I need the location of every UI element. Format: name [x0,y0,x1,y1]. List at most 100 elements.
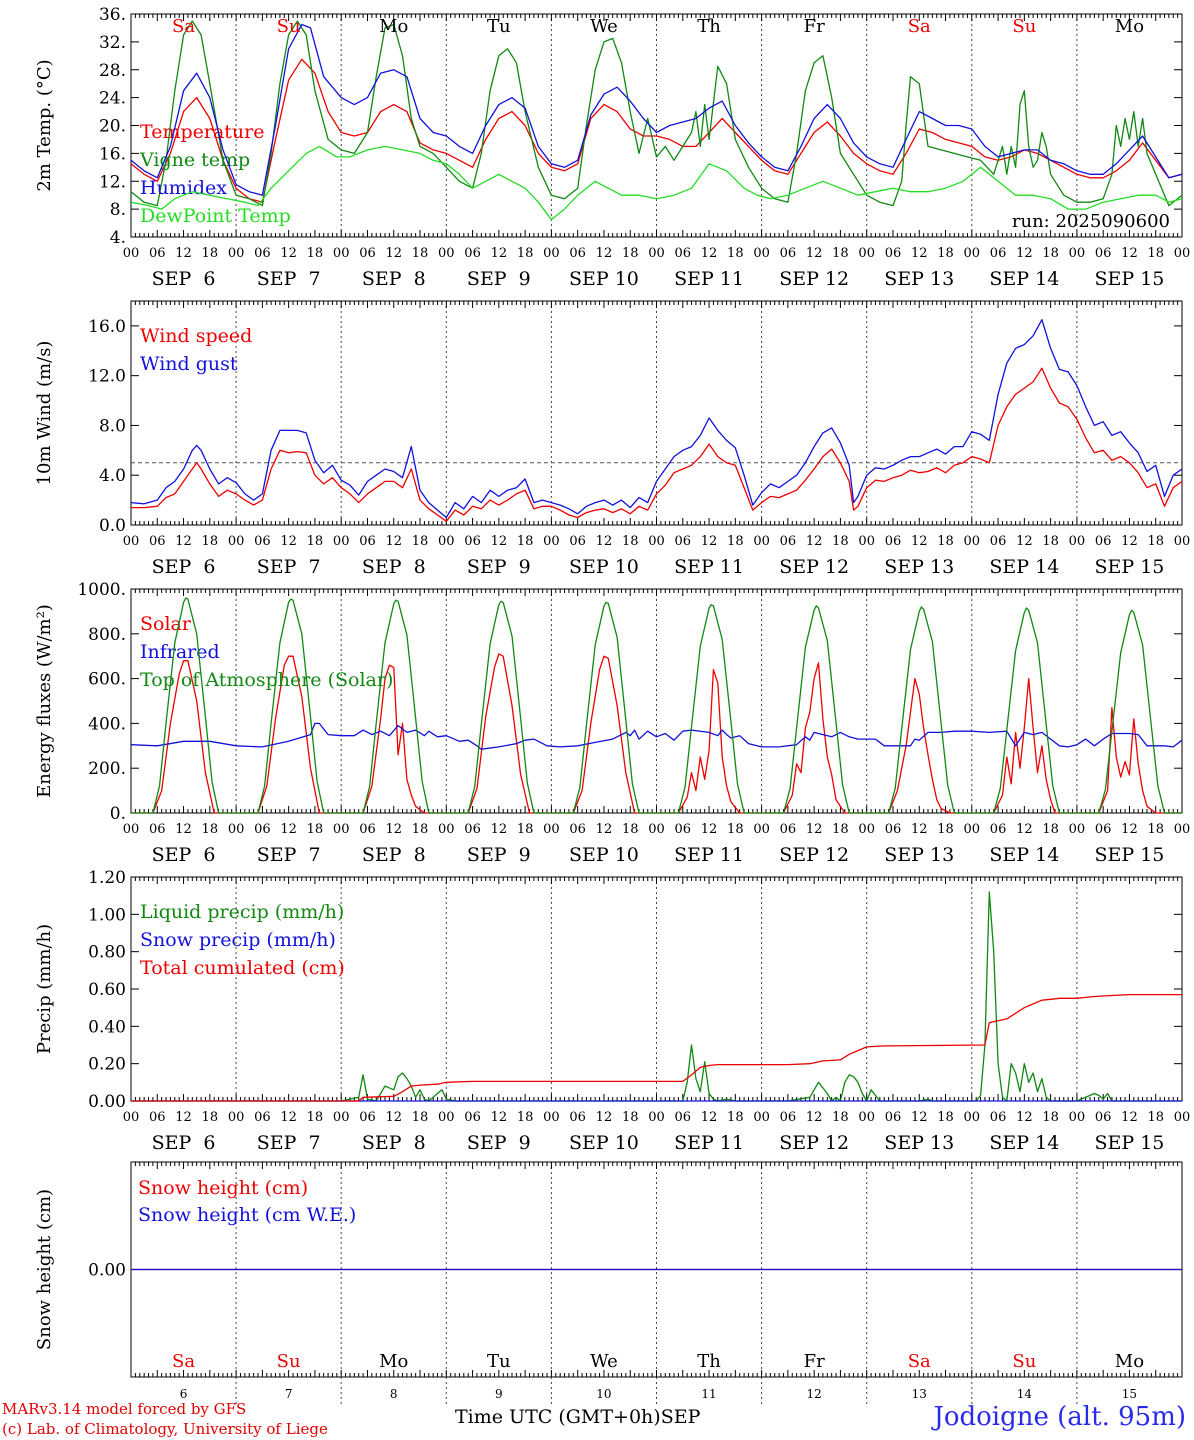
y-tick-label: 16. [99,144,126,164]
day-number: 13 [912,1387,927,1401]
hour-label: 12 [911,534,928,549]
y-tick-label: 400. [88,714,126,734]
weekday-label: Fr [804,16,825,37]
hour-label: 12 [491,246,508,261]
hour-label: 06 [990,246,1007,261]
y-tick-label: 4.0 [99,466,126,486]
y-tick-label: 32. [99,33,126,53]
hour-label: 00 [543,822,560,837]
hour-label: 18 [307,822,324,837]
hour-label: 12 [491,822,508,837]
hour-label: 06 [780,1110,797,1125]
hour-label: 12 [385,822,402,837]
date-label: SEP 12 [779,844,849,866]
hour-label: 06 [149,1110,166,1125]
legend-entry: Top of Atmosphere (Solar) [140,669,393,691]
hour-label: 18 [727,534,744,549]
hour-label: 00 [858,822,875,837]
legend-entry: Vigne temp [139,149,250,171]
hour-label: 00 [438,534,455,549]
y-tick-label: 0.80 [88,943,126,963]
hour-label: 18 [202,246,219,261]
y-tick-label: 0.40 [88,1017,126,1037]
y-axis-title: 2m Temp. (°C) [34,59,55,191]
date-label: SEP 11 [674,1132,744,1154]
hour-label: 00 [123,534,140,549]
legend-entry: Snow precip (mm/h) [140,929,336,951]
hour-label: 12 [280,534,297,549]
hour-label: 00 [1069,534,1086,549]
hour-label: 00 [1174,246,1191,261]
hour-label: 06 [464,534,481,549]
hour-label: 12 [806,1110,823,1125]
date-label: SEP 6 [152,268,216,290]
hour-label: 00 [543,1110,560,1125]
y-tick-label: 4. [110,228,126,248]
hour-label: 12 [596,1110,613,1125]
hour-label: 18 [937,246,954,261]
hour-label: 00 [753,534,770,549]
date-label: SEP 7 [257,844,321,866]
y-tick-label: 0.60 [88,980,126,1000]
hour-label: 00 [858,246,875,261]
hour-label: 06 [990,1110,1007,1125]
hour-label: 06 [149,534,166,549]
hour-label: 18 [1147,822,1164,837]
hour-label: 06 [885,246,902,261]
date-label: SEP 12 [779,1132,849,1154]
hour-label: 00 [648,822,665,837]
hour-label: 18 [1147,534,1164,549]
weekday-label: Su [277,16,301,37]
hour-label: 06 [254,1110,271,1125]
weekday-label: We [590,1351,618,1372]
y-axis-title: Energy fluxes (W/m²) [34,604,55,798]
panel-energy: 0. 200. 400. 600. 800. 1000. Energy fluxes (W/… [34,580,1190,866]
hour-label: 06 [149,822,166,837]
weekday-label: Mo [1115,1351,1144,1372]
hour-label: 18 [1042,246,1059,261]
hour-label: 00 [333,1110,350,1125]
date-label: SEP 8 [362,556,426,578]
y-tick-label: 16.0 [88,317,126,337]
hour-label: 18 [412,246,429,261]
hour-label: 18 [517,822,534,837]
y-axis-title: Precip (mm/h) [34,924,55,1054]
hour-label: 00 [438,822,455,837]
hour-label: 12 [1121,246,1138,261]
weekday-label: We [590,16,618,37]
hour-label: 06 [990,822,1007,837]
hour-label: 00 [858,534,875,549]
date-label: SEP 15 [1095,556,1165,578]
y-tick-label: 1.20 [88,868,126,888]
hour-label: 12 [1016,1110,1033,1125]
hour-label: 12 [175,822,192,837]
date-label: SEP 14 [989,268,1059,290]
hour-label: 00 [438,1110,455,1125]
hour-label: 06 [675,534,692,549]
hour-label: 00 [1174,1110,1191,1125]
day-number: 7 [285,1387,293,1401]
day-number: 8 [390,1387,398,1401]
date-label: SEP 9 [467,1132,531,1154]
hour-label: 18 [307,534,324,549]
date-label: SEP 8 [362,844,426,866]
hour-label: 12 [280,822,297,837]
date-label: SEP 7 [257,556,321,578]
date-label: SEP 14 [989,1132,1059,1154]
hour-label: 06 [780,246,797,261]
hour-label: 06 [464,822,481,837]
date-label: SEP 13 [884,268,954,290]
hour-label: 00 [543,246,560,261]
hour-label: 12 [701,246,718,261]
day-number: 12 [807,1387,822,1401]
hour-label: 06 [359,822,376,837]
date-label: SEP 13 [884,844,954,866]
day-number: 15 [1122,1387,1137,1401]
date-label: SEP 15 [1095,1132,1165,1154]
legend-entry: Solar [140,613,192,635]
hour-label: 06 [1095,822,1112,837]
hour-label: 00 [123,1110,140,1125]
date-label: SEP 11 [674,844,744,866]
hour-label: 18 [832,246,849,261]
hour-label: 18 [202,534,219,549]
